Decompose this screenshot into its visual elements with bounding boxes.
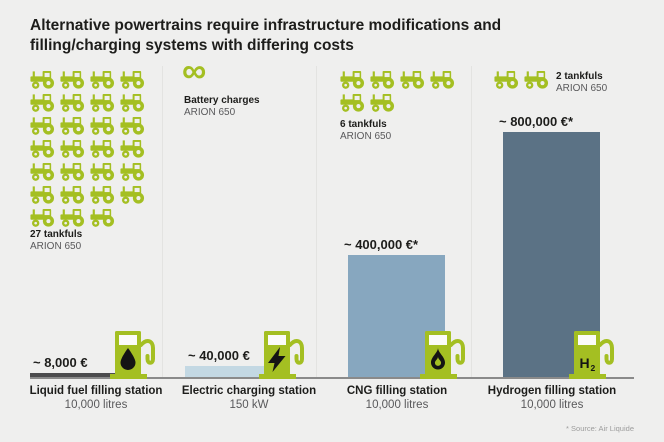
tractor-icon — [30, 139, 55, 158]
ev-charger-icon — [259, 331, 304, 379]
tractor-icon — [90, 93, 115, 112]
tractor-icon — [90, 116, 115, 135]
tractor-icon — [30, 162, 55, 181]
tractor-icon — [400, 70, 425, 89]
tractor-icon — [60, 116, 85, 135]
infinity-icon: ∞ — [182, 52, 207, 90]
tractor-icon — [90, 208, 115, 227]
station-label-liquid: Liquid fuel filling station 10,000 litre… — [25, 384, 167, 412]
pump-hose-icon — [139, 339, 155, 365]
source-footnote: * Source: Air Liquide — [566, 424, 634, 433]
station-label-electric: Electric charging station 150 kW — [178, 384, 320, 412]
cost-label-cng: ~ 400,000 €* — [344, 237, 419, 252]
tankfuls-model: ARION 650 — [30, 241, 82, 252]
tractor-icon — [120, 162, 145, 181]
station-name: Hydrogen filling station — [487, 385, 617, 397]
cost-bar-liquid — [30, 373, 127, 378]
tractor-icon — [90, 185, 115, 204]
tankfuls-model: ARION 650 — [184, 107, 236, 118]
tractor-icon — [30, 185, 55, 204]
tankfuls-label-electric: Battery charges ARION 650 — [184, 95, 260, 119]
cost-label-liquid: ~ 8,000 € — [33, 355, 88, 370]
column-divider — [471, 66, 472, 378]
tractor-icon — [430, 70, 455, 89]
tractor-icon — [370, 93, 395, 112]
tractor-icon — [90, 70, 115, 89]
cost-label-electric: ~ 40,000 € — [188, 348, 250, 363]
h2-subscript: 2 — [591, 363, 596, 373]
tankfuls-count: 6 tankfuls — [340, 119, 387, 130]
tractor-icon — [60, 139, 85, 158]
tankfuls-model: ARION 650 — [340, 131, 392, 142]
station-capacity: 10,000 litres — [64, 399, 128, 411]
station-name: Liquid fuel filling station — [29, 385, 163, 397]
column-divider — [316, 66, 317, 378]
tractor-icon — [120, 70, 145, 89]
cost-bar-electric — [185, 366, 282, 378]
lightning-bolt-icon — [268, 347, 286, 372]
tractor-icon — [30, 93, 55, 112]
cost-label-hydrogen: ~ 800,000 €* — [499, 114, 574, 129]
h2-icon: H — [580, 355, 590, 371]
tankfuls-count: Battery charges — [184, 95, 260, 106]
chart-title-line2: filling/charging systems with differing … — [30, 37, 354, 54]
h2-pump-icon: H 2 — [569, 331, 614, 379]
cng-pump-icon — [420, 331, 465, 379]
tractor-icon — [60, 70, 85, 89]
pump-hose-icon — [288, 339, 304, 365]
tractor-icon — [30, 116, 55, 135]
station-capacity: 150 kW — [229, 399, 269, 411]
tractor-icon — [30, 70, 55, 89]
tractor-icon — [120, 116, 145, 135]
tankfuls-label-hydrogen: 2 tankfuls ARION 650 — [556, 71, 607, 95]
tractor-icon — [60, 208, 85, 227]
tractor-icon — [60, 162, 85, 181]
tractor-icon — [60, 185, 85, 204]
axis-baseline — [30, 377, 634, 379]
tractor-icon — [340, 70, 365, 89]
tractor-icon — [120, 185, 145, 204]
station-capacity: 10,000 litres — [365, 399, 429, 411]
tankfuls-count: 2 tankfuls — [556, 71, 603, 82]
tractor-icon — [340, 93, 365, 112]
pump-hose-icon — [449, 339, 465, 365]
tankfuls-label-cng: 6 tankfuls ARION 650 — [340, 119, 391, 143]
tractor-icon — [494, 70, 519, 89]
tankfuls-pictogram-liquid — [30, 70, 148, 227]
station-label-cng: CNG filling station 10,000 litres — [326, 384, 468, 412]
tractor-icon — [90, 139, 115, 158]
station-label-hydrogen: Hydrogen filling station 10,000 litres — [481, 384, 623, 412]
chart-title: Alternative powertrains require infrastr… — [30, 16, 650, 56]
tractor-icon — [524, 70, 549, 89]
tractor-icon — [120, 139, 145, 158]
station-capacity: 10,000 litres — [520, 399, 584, 411]
chart-title-line1: Alternative powertrains require infrastr… — [30, 17, 502, 34]
tractor-icon — [30, 208, 55, 227]
tractor-icon — [90, 162, 115, 181]
tractor-icon — [60, 93, 85, 112]
oil-pump-icon — [110, 331, 155, 379]
pump-hose-icon — [598, 339, 614, 365]
oil-drop-icon — [120, 348, 136, 370]
tankfuls-label-liquid: 27 tankfuls ARION 650 — [30, 229, 82, 253]
tankfuls-pictogram-cng — [340, 70, 458, 112]
tankfuls-count: 27 tankfuls — [30, 229, 83, 240]
tractor-icon — [120, 93, 145, 112]
tractor-icon — [370, 70, 395, 89]
tankfuls-model: ARION 650 — [556, 83, 608, 94]
column-divider — [162, 66, 163, 378]
station-name: CNG filling station — [346, 385, 448, 397]
station-name: Electric charging station — [181, 385, 317, 397]
tankfuls-pictogram-hydrogen — [494, 70, 554, 89]
